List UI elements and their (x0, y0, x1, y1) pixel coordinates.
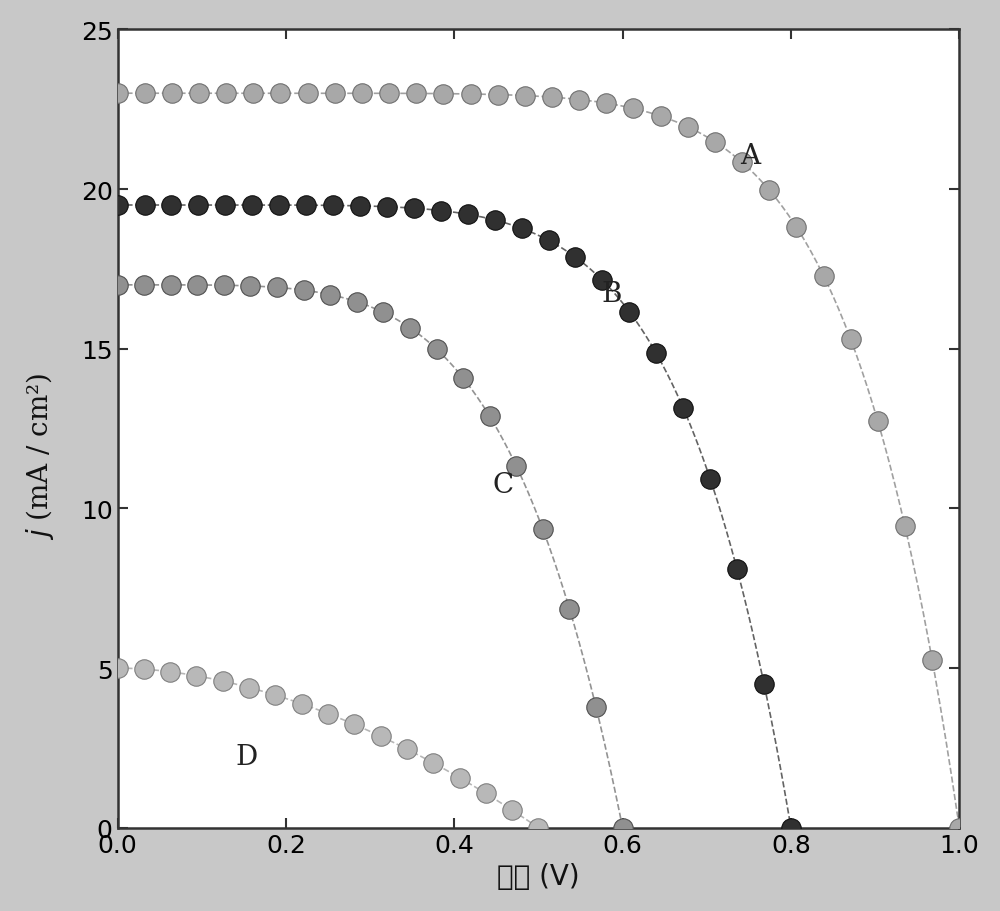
Text: A: A (740, 143, 761, 170)
Text: B: B (602, 281, 622, 307)
Text: C: C (492, 472, 513, 499)
Text: $j$ (mA / cm²): $j$ (mA / cm²) (24, 372, 56, 539)
X-axis label: 电压 (V): 电压 (V) (497, 862, 580, 890)
Text: D: D (235, 743, 258, 770)
